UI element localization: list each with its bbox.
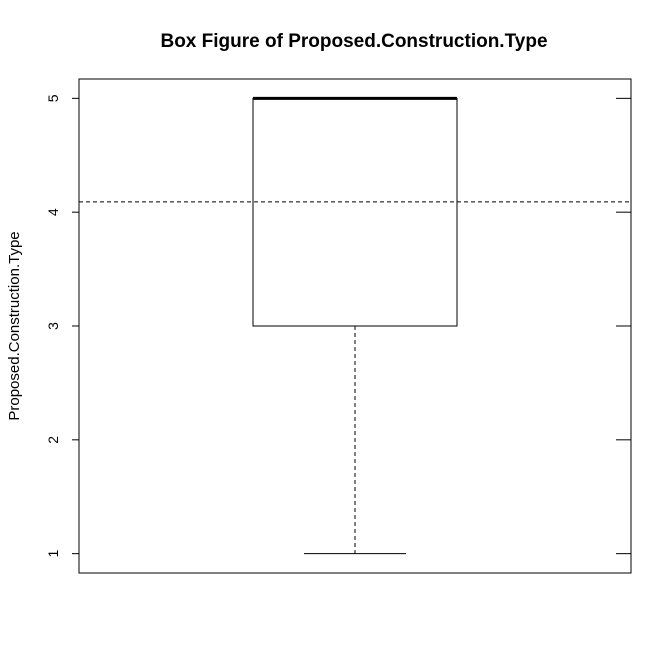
y-tick-label: 4 (45, 208, 61, 216)
right-axis (616, 97, 631, 555)
y-tick-label: 5 (45, 94, 61, 102)
y-tick-label: 3 (45, 322, 61, 330)
left-axis: 1 2 3 4 5 (45, 94, 79, 558)
y-tick-label: 1 (45, 550, 61, 558)
y-axis-label: Proposed.Construction.Type (6, 231, 23, 420)
chart-title: Box Figure of Proposed.Construction.Type (160, 31, 547, 52)
y-tick-label: 2 (45, 436, 61, 444)
interquartile-box (252, 97, 458, 327)
